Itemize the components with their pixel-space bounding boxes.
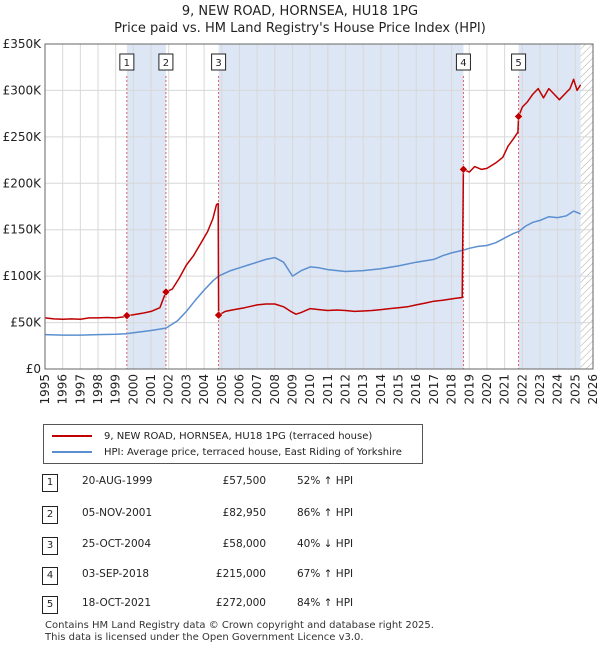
ownership-period-shade	[126, 44, 166, 369]
transaction-row: 3 25-OCT-2004 £58,000 40% ↓ HPI	[42, 537, 402, 555]
transaction-row: 4 03-SEP-2018 £215,000 67% ↑ HPI	[42, 567, 402, 585]
x-tick-label: 2011	[321, 374, 335, 405]
x-tick-label: 2018	[445, 374, 459, 405]
price-chart: 1 2 3 4 5 £0 £50K £100K £150K £200K £250K £300K £35…	[3, 37, 600, 405]
x-tick-label: 1999	[109, 374, 123, 405]
sale-label-number: 4	[460, 58, 466, 69]
transaction-row: 5 18-OCT-2021 £272,000 84% ↑ HPI	[42, 596, 402, 614]
legend-label-hpi: HPI: Average price, terraced house, East…	[104, 446, 402, 458]
x-tick-label: 2014	[374, 374, 388, 405]
x-tick-label: 2023	[533, 374, 547, 405]
sale-label-number: 3	[215, 58, 221, 69]
x-tick-label: 2010	[303, 374, 317, 405]
x-tick-label: 2021	[498, 374, 512, 405]
transaction-date: 03-SEP-2018	[82, 568, 150, 580]
x-tick-label: 2015	[392, 374, 406, 405]
x-tick-label: 1996	[56, 374, 70, 405]
transaction-date: 20-AUG-1999	[82, 475, 153, 487]
sale-label-box	[119, 53, 135, 71]
x-tick-label: 2002	[162, 374, 176, 405]
footer-copyright: Contains HM Land Registry data © Crown c…	[45, 620, 434, 631]
y-tick-label: £300K	[3, 83, 43, 97]
sale-label-box	[211, 53, 227, 71]
x-tick-label: 2022	[515, 374, 529, 405]
transaction-row: 2 05-NOV-2001 £82,950 86% ↑ HPI	[42, 506, 402, 524]
transaction-number: 4	[42, 567, 58, 585]
x-tick-label: 2007	[250, 374, 264, 405]
ownership-period-shade	[518, 44, 581, 369]
transaction-date: 05-NOV-2001	[82, 507, 153, 519]
ownership-period-shade	[218, 44, 464, 369]
transaction-price: £58,000	[222, 538, 266, 550]
sale-point	[161, 287, 171, 297]
sale-point	[459, 165, 468, 174]
x-tick-label: 2024	[551, 374, 565, 405]
legend-swatch-hpi	[52, 451, 92, 453]
x-tick-label: 2001	[144, 374, 158, 405]
projection-hatch	[580, 44, 593, 369]
transaction-price: £272,000	[215, 597, 266, 609]
x-tick-label: 2004	[197, 374, 211, 405]
x-tick-label: 1998	[91, 374, 105, 405]
x-tick-label: 2017	[427, 374, 441, 405]
y-tick-label: £50K	[10, 316, 42, 330]
x-tick-label: 1997	[73, 374, 87, 405]
transaction-number: 5	[42, 596, 58, 614]
transaction-row: 1 20-AUG-1999 £57,500 52% ↑ HPI	[42, 474, 402, 492]
transaction-hpi-change: 67% ↑ HPI	[297, 568, 354, 580]
x-tick-label: 2003	[179, 374, 193, 405]
legend-label-property: 9, NEW ROAD, HORNSEA, HU18 1PG (terraced…	[104, 430, 373, 442]
x-tick-label: 2012	[339, 374, 353, 405]
y-tick-label: £200K	[3, 176, 43, 190]
x-tick-label: 2026	[586, 374, 600, 405]
transaction-hpi-change: 40% ↓ HPI	[297, 538, 354, 550]
x-tick-label: 2013	[356, 374, 370, 405]
transaction-number: 2	[42, 506, 58, 524]
x-tick-label: 2016	[409, 374, 423, 405]
chart-title: 9, NEW ROAD, HORNSEA, HU18 1PG	[181, 4, 419, 19]
sale-label-box	[511, 53, 527, 71]
sale-label-box	[158, 53, 174, 71]
y-tick-label: £100K	[3, 269, 43, 283]
transaction-hpi-change: 84% ↑ HPI	[297, 597, 354, 609]
sale-point	[122, 311, 132, 320]
x-tick-label: 2006	[232, 374, 246, 405]
footer-licence: This data is licensed under the Open Gov…	[45, 632, 364, 643]
transaction-number: 3	[42, 537, 58, 555]
y-tick-label: £150K	[3, 223, 43, 237]
transaction-hpi-change: 86% ↑ HPI	[297, 507, 354, 519]
transaction-number: 1	[42, 474, 58, 492]
transaction-price: £215,000	[215, 568, 266, 580]
x-tick-label: 2005	[215, 374, 229, 405]
transaction-hpi-change: 52% ↑ HPI	[297, 475, 354, 487]
sale-point	[214, 310, 223, 320]
x-tick-label: 2009	[285, 374, 299, 405]
x-tick-label: 2025	[568, 374, 582, 405]
sale-point	[514, 112, 523, 121]
transaction-price: £57,500	[222, 475, 266, 487]
hpi-line	[44, 210, 581, 336]
y-tick-label: £350K	[3, 37, 43, 51]
y-tick-label: £0	[26, 362, 41, 376]
legend-swatch-property	[52, 435, 92, 437]
sale-label-number: 1	[124, 58, 130, 69]
x-tick-label: 1995	[38, 374, 52, 405]
transaction-date: 25-OCT-2004	[82, 538, 151, 550]
sale-label-number: 5	[515, 58, 521, 69]
plot-frame	[44, 43, 594, 370]
x-tick-label: 2008	[268, 374, 282, 405]
sale-label-number: 2	[163, 58, 169, 69]
legend-entry-hpi: HPI: Average price, terraced house, East…	[52, 445, 402, 459]
x-tick-label: 2000	[126, 374, 140, 405]
x-tick-label: 2020	[480, 374, 494, 405]
y-tick-label: £250K	[3, 130, 43, 144]
transaction-date: 18-OCT-2021	[82, 597, 151, 609]
chart-subtitle: Price paid vs. HM Land Registry's House …	[114, 21, 486, 36]
chart-legend: 9, NEW ROAD, HORNSEA, HU18 1PG (terraced…	[43, 424, 423, 464]
x-tick-label: 2019	[462, 374, 476, 405]
transaction-price: £82,950	[222, 507, 266, 519]
legend-entry-property: 9, NEW ROAD, HORNSEA, HU18 1PG (terraced…	[52, 429, 372, 443]
sale-label-box	[455, 53, 471, 71]
